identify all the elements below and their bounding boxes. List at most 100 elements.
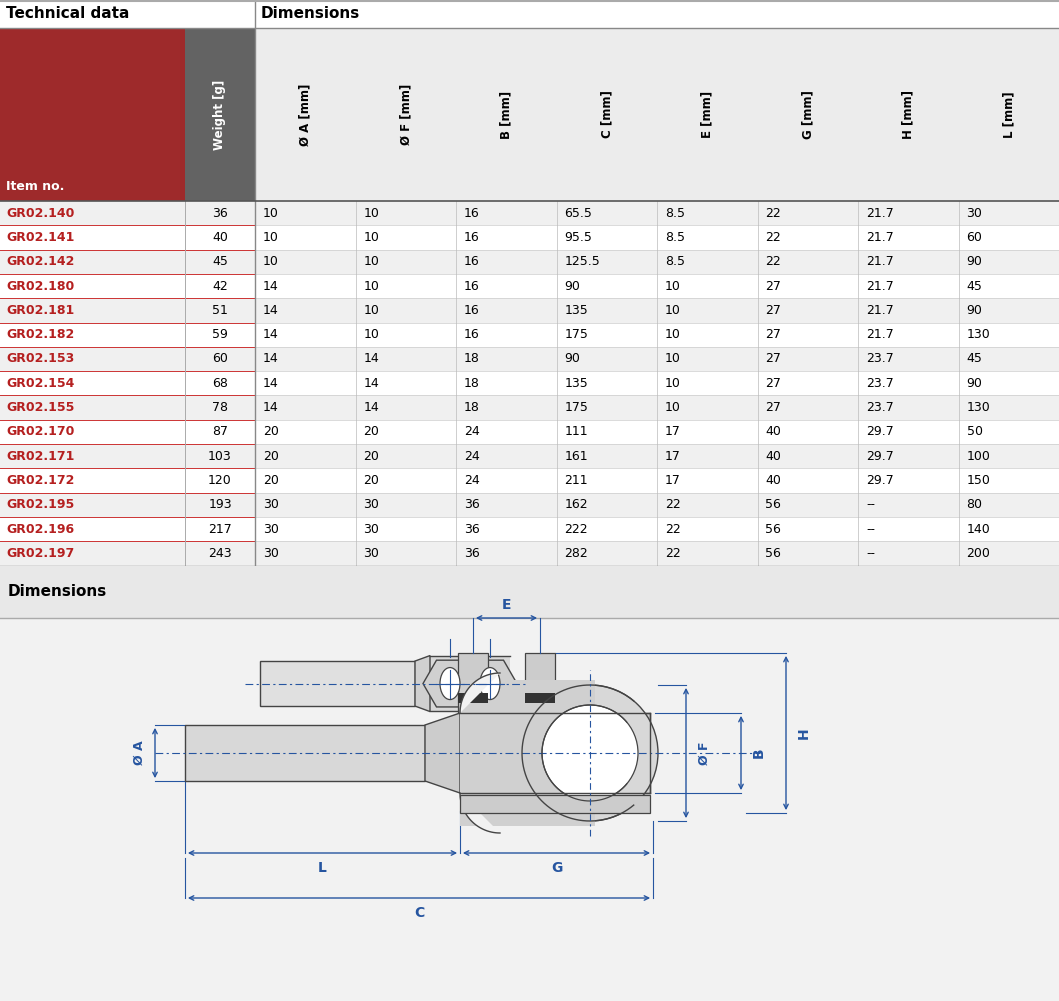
Text: GR02.170: GR02.170 xyxy=(6,425,74,438)
Text: 100: 100 xyxy=(967,449,990,462)
Text: 222: 222 xyxy=(564,523,588,536)
Text: 30: 30 xyxy=(263,498,279,512)
Text: 29.7: 29.7 xyxy=(866,449,894,462)
Text: 14: 14 xyxy=(363,401,379,414)
Text: 60: 60 xyxy=(212,352,228,365)
Text: 40: 40 xyxy=(766,425,782,438)
Text: 45: 45 xyxy=(967,279,983,292)
Text: 18: 18 xyxy=(464,401,480,414)
Bar xyxy=(0,274,1059,298)
Text: 90: 90 xyxy=(564,279,580,292)
Text: 22: 22 xyxy=(665,498,681,512)
Text: 36: 36 xyxy=(464,547,480,560)
Bar xyxy=(0,249,1059,274)
Text: Technical data: Technical data xyxy=(6,6,129,21)
Text: --: -- xyxy=(866,498,875,512)
Text: 10: 10 xyxy=(363,328,379,341)
Bar xyxy=(457,653,488,713)
Text: GR02.180: GR02.180 xyxy=(6,279,74,292)
Text: 50: 50 xyxy=(967,425,983,438)
Text: 14: 14 xyxy=(363,352,379,365)
Bar xyxy=(261,661,415,706)
Polygon shape xyxy=(415,656,430,712)
Bar xyxy=(0,298,1059,322)
Text: 20: 20 xyxy=(363,449,379,462)
Text: G [mm]: G [mm] xyxy=(802,90,814,139)
Text: B: B xyxy=(752,748,766,759)
Text: 14: 14 xyxy=(263,279,279,292)
Bar xyxy=(0,395,1059,419)
Text: 8.5: 8.5 xyxy=(665,255,685,268)
Text: 36: 36 xyxy=(212,206,228,219)
Text: 16: 16 xyxy=(464,328,480,341)
Text: 10: 10 xyxy=(665,376,681,389)
Text: E: E xyxy=(502,598,511,612)
Text: 20: 20 xyxy=(363,474,379,487)
Text: 243: 243 xyxy=(209,547,232,560)
Text: 14: 14 xyxy=(263,304,279,317)
Text: 193: 193 xyxy=(209,498,232,512)
Text: 16: 16 xyxy=(464,231,480,244)
Text: 27: 27 xyxy=(766,279,782,292)
Text: 103: 103 xyxy=(209,449,232,462)
Bar xyxy=(460,680,595,826)
Text: GR02.153: GR02.153 xyxy=(6,352,74,365)
Bar xyxy=(430,656,510,711)
Text: 27: 27 xyxy=(766,376,782,389)
Bar xyxy=(185,725,425,781)
Text: 40: 40 xyxy=(212,231,228,244)
Text: 24: 24 xyxy=(464,425,480,438)
Text: GR02.140: GR02.140 xyxy=(6,206,74,219)
Text: L [mm]: L [mm] xyxy=(1002,91,1016,138)
Polygon shape xyxy=(460,793,500,833)
Text: Dimensions: Dimensions xyxy=(8,584,107,599)
Bar xyxy=(0,444,1059,468)
Bar xyxy=(460,713,650,793)
Text: 10: 10 xyxy=(363,304,379,317)
Bar xyxy=(0,201,1059,225)
Text: GR02.182: GR02.182 xyxy=(6,328,74,341)
Text: 90: 90 xyxy=(967,304,983,317)
Text: E [mm]: E [mm] xyxy=(701,91,714,138)
Text: 130: 130 xyxy=(967,328,990,341)
Bar xyxy=(0,0,1059,28)
Bar xyxy=(460,795,650,813)
Text: 161: 161 xyxy=(564,449,588,462)
Text: 140: 140 xyxy=(967,523,990,536)
Text: 23.7: 23.7 xyxy=(866,401,894,414)
Text: 87: 87 xyxy=(212,425,228,438)
Bar xyxy=(0,322,1059,346)
Text: 27: 27 xyxy=(766,328,782,341)
Bar xyxy=(0,492,1059,517)
Text: 56: 56 xyxy=(766,523,782,536)
Circle shape xyxy=(522,685,658,821)
Text: 22: 22 xyxy=(766,231,782,244)
Text: 20: 20 xyxy=(263,449,279,462)
Text: B [mm]: B [mm] xyxy=(500,90,513,138)
Text: 217: 217 xyxy=(209,523,232,536)
Text: 21.7: 21.7 xyxy=(866,279,894,292)
Text: 21.7: 21.7 xyxy=(866,304,894,317)
Text: 29.7: 29.7 xyxy=(866,425,894,438)
Text: 90: 90 xyxy=(564,352,580,365)
Text: 17: 17 xyxy=(665,474,681,487)
Text: 30: 30 xyxy=(363,523,379,536)
Text: GR02.181: GR02.181 xyxy=(6,304,74,317)
Text: 20: 20 xyxy=(363,425,379,438)
Text: 60: 60 xyxy=(967,231,983,244)
Text: C: C xyxy=(414,906,424,920)
Text: GR02.172: GR02.172 xyxy=(6,474,74,487)
Text: 14: 14 xyxy=(263,401,279,414)
Circle shape xyxy=(542,705,638,801)
Text: GR02.195: GR02.195 xyxy=(6,498,74,512)
Text: 56: 56 xyxy=(766,547,782,560)
Text: 10: 10 xyxy=(263,206,279,219)
Text: 42: 42 xyxy=(212,279,228,292)
Text: 80: 80 xyxy=(967,498,983,512)
Text: 10: 10 xyxy=(665,304,681,317)
Text: GR02.155: GR02.155 xyxy=(6,401,74,414)
Text: 18: 18 xyxy=(464,352,480,365)
Text: 36: 36 xyxy=(464,498,480,512)
Text: 65.5: 65.5 xyxy=(564,206,592,219)
Bar xyxy=(0,346,1059,371)
